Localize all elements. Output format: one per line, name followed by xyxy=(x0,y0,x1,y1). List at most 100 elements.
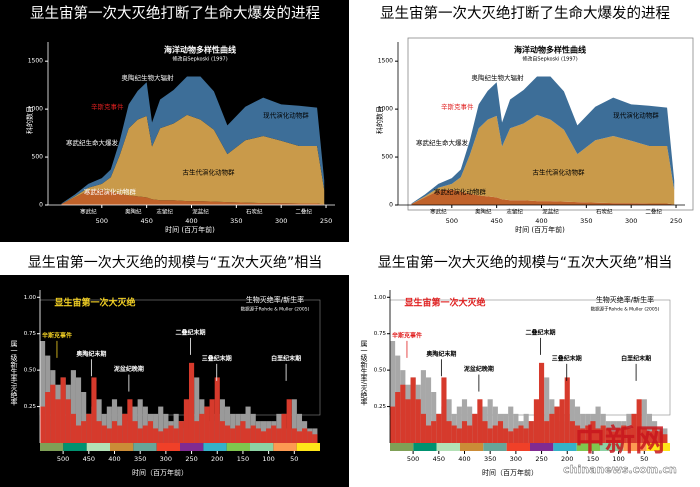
bar xyxy=(497,421,504,443)
bar xyxy=(420,413,426,443)
bar xyxy=(487,428,493,443)
bar xyxy=(281,413,287,443)
annotation: 寒武纪演化动物群 xyxy=(84,187,137,196)
bar xyxy=(240,421,246,443)
bar xyxy=(312,434,318,443)
period-strip xyxy=(460,443,484,451)
title-band xyxy=(0,245,350,275)
x-tick-label: 150 xyxy=(587,455,599,463)
bar xyxy=(472,413,478,443)
y-tick-label: 0.25 xyxy=(374,404,387,410)
bar xyxy=(291,428,297,443)
x-tick-label: 200 xyxy=(211,455,223,463)
x-tick-label: 400 xyxy=(535,217,547,225)
area-series xyxy=(411,114,675,205)
bar xyxy=(255,428,261,443)
bar xyxy=(219,421,225,443)
bar xyxy=(40,341,46,443)
period-label: 奥陶纪 xyxy=(125,208,142,216)
y-axis-label: 属一级新生率/灭绝率 xyxy=(360,340,368,407)
period-strip xyxy=(413,443,437,451)
x-tick-label: 100 xyxy=(262,455,274,463)
period-strip xyxy=(40,443,64,451)
bar xyxy=(461,421,468,443)
bar xyxy=(626,428,632,443)
period-strip xyxy=(273,443,297,451)
bar xyxy=(117,406,123,443)
y-tick-label: 0.25 xyxy=(24,404,37,410)
x-tick-label: 450 xyxy=(433,455,445,463)
annotation: 奥陶纪生物大辐射 xyxy=(122,73,175,82)
bar xyxy=(451,425,457,443)
bar xyxy=(286,399,292,443)
bar xyxy=(492,406,498,443)
bar xyxy=(307,431,313,443)
annotation: 二叠纪末期 xyxy=(526,328,556,336)
bar xyxy=(549,413,555,443)
bar xyxy=(204,406,210,443)
source-note: 数据源于Rohde & Muller (2005) xyxy=(241,306,310,313)
bar xyxy=(245,428,251,443)
bar xyxy=(266,428,272,443)
period-strip xyxy=(226,443,250,451)
x-tick-label: 500 xyxy=(407,455,419,463)
period-strip xyxy=(390,443,414,451)
bar xyxy=(390,406,396,443)
period-strip xyxy=(436,443,460,451)
bar xyxy=(260,431,267,443)
bar xyxy=(147,421,154,443)
y-tick-label: 1000 xyxy=(28,106,43,113)
bar xyxy=(431,421,437,443)
period-strip xyxy=(623,443,647,451)
bar xyxy=(574,406,581,443)
bar xyxy=(224,425,231,443)
annotation: 古生代演化动物群 xyxy=(533,167,586,176)
bar xyxy=(420,370,426,443)
x-tick-label: 300 xyxy=(625,217,637,225)
source-note: 数据源于Rohde & Muller (2005) xyxy=(591,306,660,313)
y-tick-label: 0.75 xyxy=(374,331,387,337)
bar xyxy=(276,428,282,443)
chart-title: 海洋动物多样性曲线 xyxy=(164,45,236,55)
bar xyxy=(55,399,61,443)
period-strip xyxy=(180,443,204,451)
y-axis-label: 科的数目 xyxy=(375,106,384,134)
bar xyxy=(271,425,277,443)
bar xyxy=(554,406,560,443)
bar xyxy=(503,428,509,443)
bar xyxy=(127,399,133,443)
bar xyxy=(467,406,473,443)
annotation: 寒武纪生命大爆发 xyxy=(416,138,469,147)
bar xyxy=(580,428,586,443)
period-strip xyxy=(646,443,670,451)
bar xyxy=(456,428,462,443)
period-label: 泥盆纪 xyxy=(542,208,559,216)
annotation: 泥盆纪晚期 xyxy=(114,365,144,373)
panel-title: 显生宙第一次大灭绝打断了生命大爆发的进程 xyxy=(380,4,670,22)
bar xyxy=(106,428,112,443)
bar xyxy=(410,377,416,443)
annotation: 寒武纪演化动物群 xyxy=(434,187,487,196)
area-series xyxy=(411,189,675,205)
bar xyxy=(431,392,437,443)
bar xyxy=(436,413,442,443)
annotation: 古生代演化动物群 xyxy=(183,167,236,176)
bar xyxy=(600,425,606,443)
bar xyxy=(441,377,447,443)
watermark-logo: 中新网 xyxy=(575,424,665,459)
bar xyxy=(508,431,514,443)
x-tick-label: 250 xyxy=(535,455,547,463)
plot-frame xyxy=(407,37,694,211)
title-band xyxy=(350,245,700,275)
panel-title: 显生宙第一次大灭绝打断了生命大爆发的进程 xyxy=(30,4,320,22)
x-axis-label: 时间（百万年前） xyxy=(132,468,188,477)
bar xyxy=(636,399,642,443)
y-tick-label: 0.50 xyxy=(24,368,37,374)
annotation: 现代演化动物群 xyxy=(263,110,309,119)
bar xyxy=(291,399,297,443)
y-tick-label: 0.75 xyxy=(24,331,37,337)
y-tick-label: 0.50 xyxy=(374,368,387,374)
x-tick-label: 450 xyxy=(140,217,152,225)
bar xyxy=(70,413,76,443)
